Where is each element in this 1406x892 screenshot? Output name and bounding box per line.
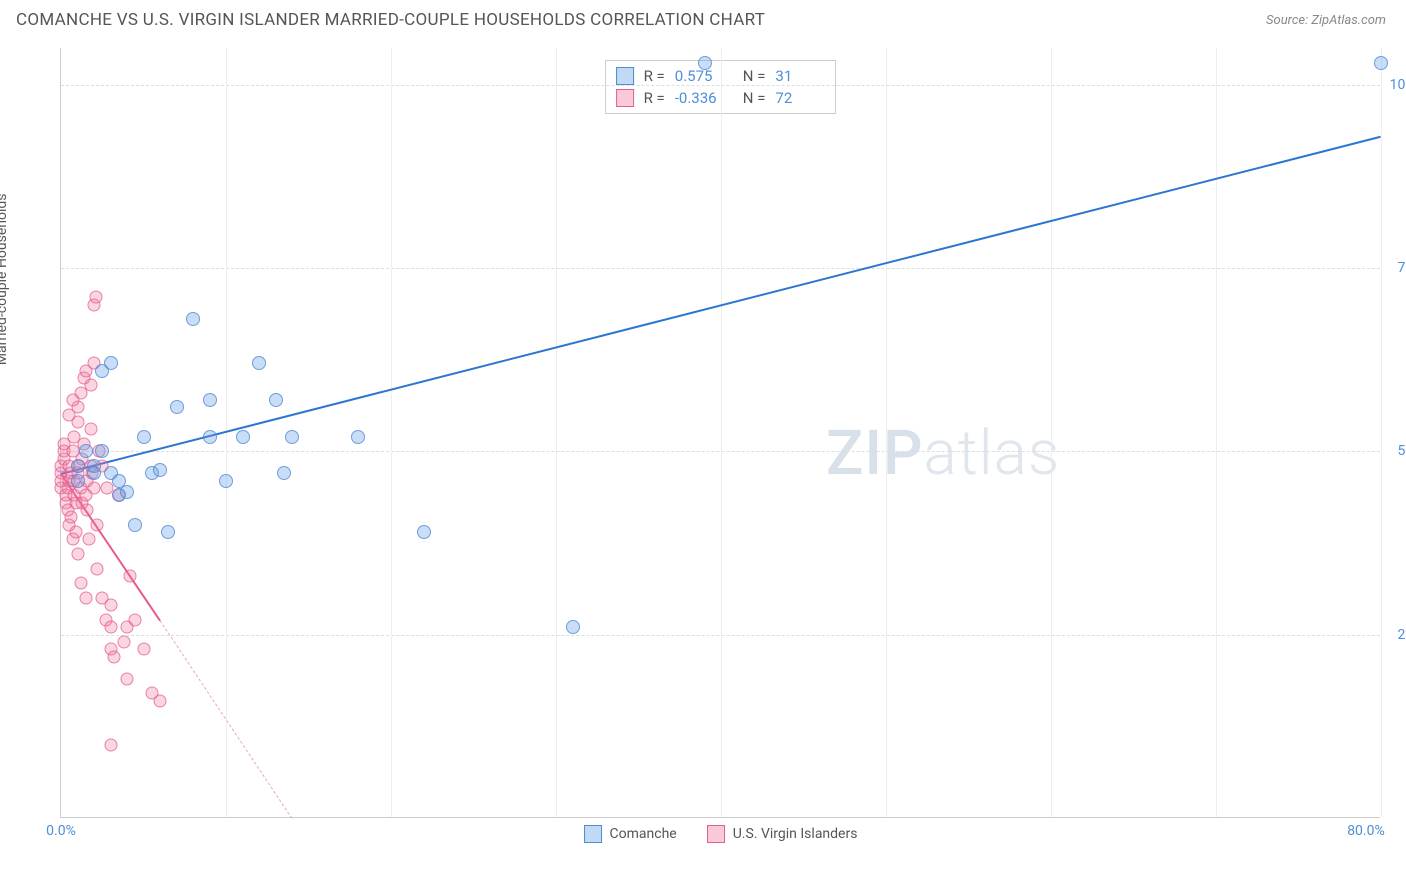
data-point [79,592,92,605]
x-tick-label: 0.0% [46,823,76,839]
data-point [698,56,712,70]
gridline-v [1051,48,1052,817]
y-tick-label: 50.0% [1397,443,1406,459]
gridline-v [391,48,392,817]
legend-series: Comanche U.S. Virgin Islanders [584,825,858,843]
data-point [95,444,109,458]
data-point [104,738,117,751]
data-point [121,672,134,685]
data-point [154,694,167,707]
legend-n-label: N = [743,89,766,107]
data-point [71,548,84,561]
gridline-v [721,48,722,817]
legend-series-label: Comanche [610,826,677,842]
chart-area: Married-couple Households ZIPatlas R = 0… [20,38,1390,848]
legend-n-label: N = [743,67,766,85]
data-point [89,291,102,304]
data-point [74,577,87,590]
data-point [69,526,82,539]
legend-swatch [616,67,634,85]
data-point [79,444,93,458]
data-point [203,430,217,444]
data-point [417,525,431,539]
gridline-v [886,48,887,817]
data-point [120,485,134,499]
data-point [83,533,96,546]
data-point [1374,56,1388,70]
legend-r-label: R = [644,89,665,107]
data-point [91,562,104,575]
data-point [107,650,120,663]
gridline-v [1216,48,1217,817]
legend-r-value: -0.336 [675,89,725,107]
gridline-v [556,48,557,817]
data-point [117,636,130,649]
legend-r-label: R = [644,67,665,85]
data-point [269,393,283,407]
data-point [161,525,175,539]
data-point [285,430,299,444]
watermark: ZIPatlas [826,417,1060,490]
data-point [153,463,167,477]
legend-n-value: 72 [775,89,825,107]
data-point [84,379,97,392]
legend-series-item: U.S. Virgin Islanders [707,825,858,843]
plot-box: ZIPatlas R = 0.575 N = 31 R = -0.336 N =… [60,48,1380,818]
data-point [137,430,151,444]
legend-swatch [707,825,725,843]
data-point [88,482,101,495]
data-point [91,518,104,531]
data-point [170,400,184,414]
data-point [104,356,118,370]
y-axis-title: Married-couple Households [0,193,10,365]
data-point [186,312,200,326]
data-point [124,570,137,583]
data-point [236,430,250,444]
y-tick-label: 25.0% [1397,627,1406,643]
legend-r-value: 0.575 [675,67,725,85]
data-point [64,511,77,524]
data-point [203,393,217,407]
data-point [104,599,117,612]
legend-series-item: Comanche [584,825,677,843]
data-point [71,459,85,473]
gridline-v [1381,48,1382,817]
data-point [252,356,266,370]
data-point [277,466,291,480]
data-point [129,614,142,627]
data-point [566,620,580,634]
y-tick-label: 100.0% [1390,77,1406,93]
data-point [63,408,76,421]
y-tick-label: 75.0% [1397,260,1406,276]
data-point [351,430,365,444]
legend-swatch [584,825,602,843]
legend-series-label: U.S. Virgin Islanders [733,826,858,842]
data-point [128,518,142,532]
data-point [137,643,150,656]
legend-swatch [616,89,634,107]
data-point [71,474,85,488]
data-point [219,474,233,488]
data-point [104,621,117,634]
chart-title: COMANCHE VS U.S. VIRGIN ISLANDER MARRIED… [16,10,765,30]
data-point [87,466,101,480]
x-tick-label: 80.0% [1347,823,1385,839]
data-point [66,394,79,407]
data-point [81,504,94,517]
legend-n-value: 31 [775,67,825,85]
data-point [84,423,97,436]
source-label: Source: ZipAtlas.com [1266,13,1386,28]
